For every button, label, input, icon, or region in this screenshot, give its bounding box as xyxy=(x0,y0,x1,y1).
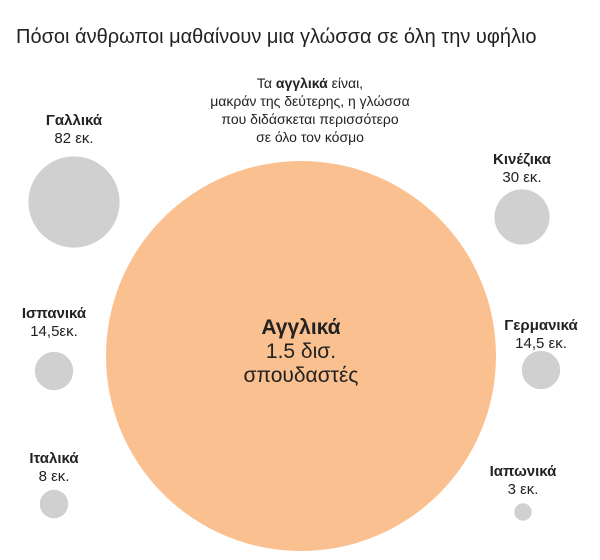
bubble-label-japanese: Ιαπωνικά xyxy=(490,463,558,480)
bubble-label-italian: Ιταλικά xyxy=(29,450,79,467)
annotation: Τα αγγλικά είναι, μακράν της δεύτερης, η… xyxy=(160,74,460,146)
annotation-line-1: Τα αγγλικά είναι, xyxy=(160,74,460,92)
annotation-line-4: σε όλο τον κόσμο xyxy=(256,129,364,145)
bubble-value-german: 14,5 εκ. xyxy=(515,335,567,352)
bubble-label-german: Γερμανικά xyxy=(504,317,578,334)
annotation-highlight-word: αγγλικά xyxy=(275,75,328,91)
bubble-value-japanese: 3 εκ. xyxy=(508,481,539,498)
bubble-italian xyxy=(39,489,69,519)
bubble-chinese xyxy=(494,189,550,245)
bubble-japanese xyxy=(514,503,532,521)
bubble-french xyxy=(28,156,120,248)
annotation-line-3: που διδάσκεται περισσότερο xyxy=(221,111,399,127)
annotation-line-1-post: είναι, xyxy=(327,75,364,91)
bubble-value-english: 1.5 δισ. xyxy=(266,340,336,363)
bubble-label-english: Αγγλικά xyxy=(261,316,340,339)
bubble-value-english-1: σπουδαστές xyxy=(244,364,359,387)
annotation-line-1-pre: Τα xyxy=(256,75,276,91)
bubble-german xyxy=(521,350,561,390)
bubble-value-italian: 8 εκ. xyxy=(39,468,70,485)
annotation-line-2: μακράν της δεύτερης, η γλώσσα xyxy=(210,93,410,109)
bubble-spanish xyxy=(34,351,74,391)
bubble-value-chinese: 30 εκ. xyxy=(502,169,541,186)
bubble-label-chinese: Κινέζικα xyxy=(493,151,552,168)
bubble-value-spanish: 14,5εκ. xyxy=(30,323,78,340)
chart-title: Πόσοι άνθρωποι μαθαίνουν μια γλώσσα σε ό… xyxy=(16,26,537,48)
bubble-value-french: 82 εκ. xyxy=(54,130,93,147)
bubble-label-french: Γαλλικά xyxy=(46,112,103,129)
bubble-label-spanish: Ισπανικά xyxy=(22,305,87,322)
bubble-english xyxy=(106,161,496,551)
